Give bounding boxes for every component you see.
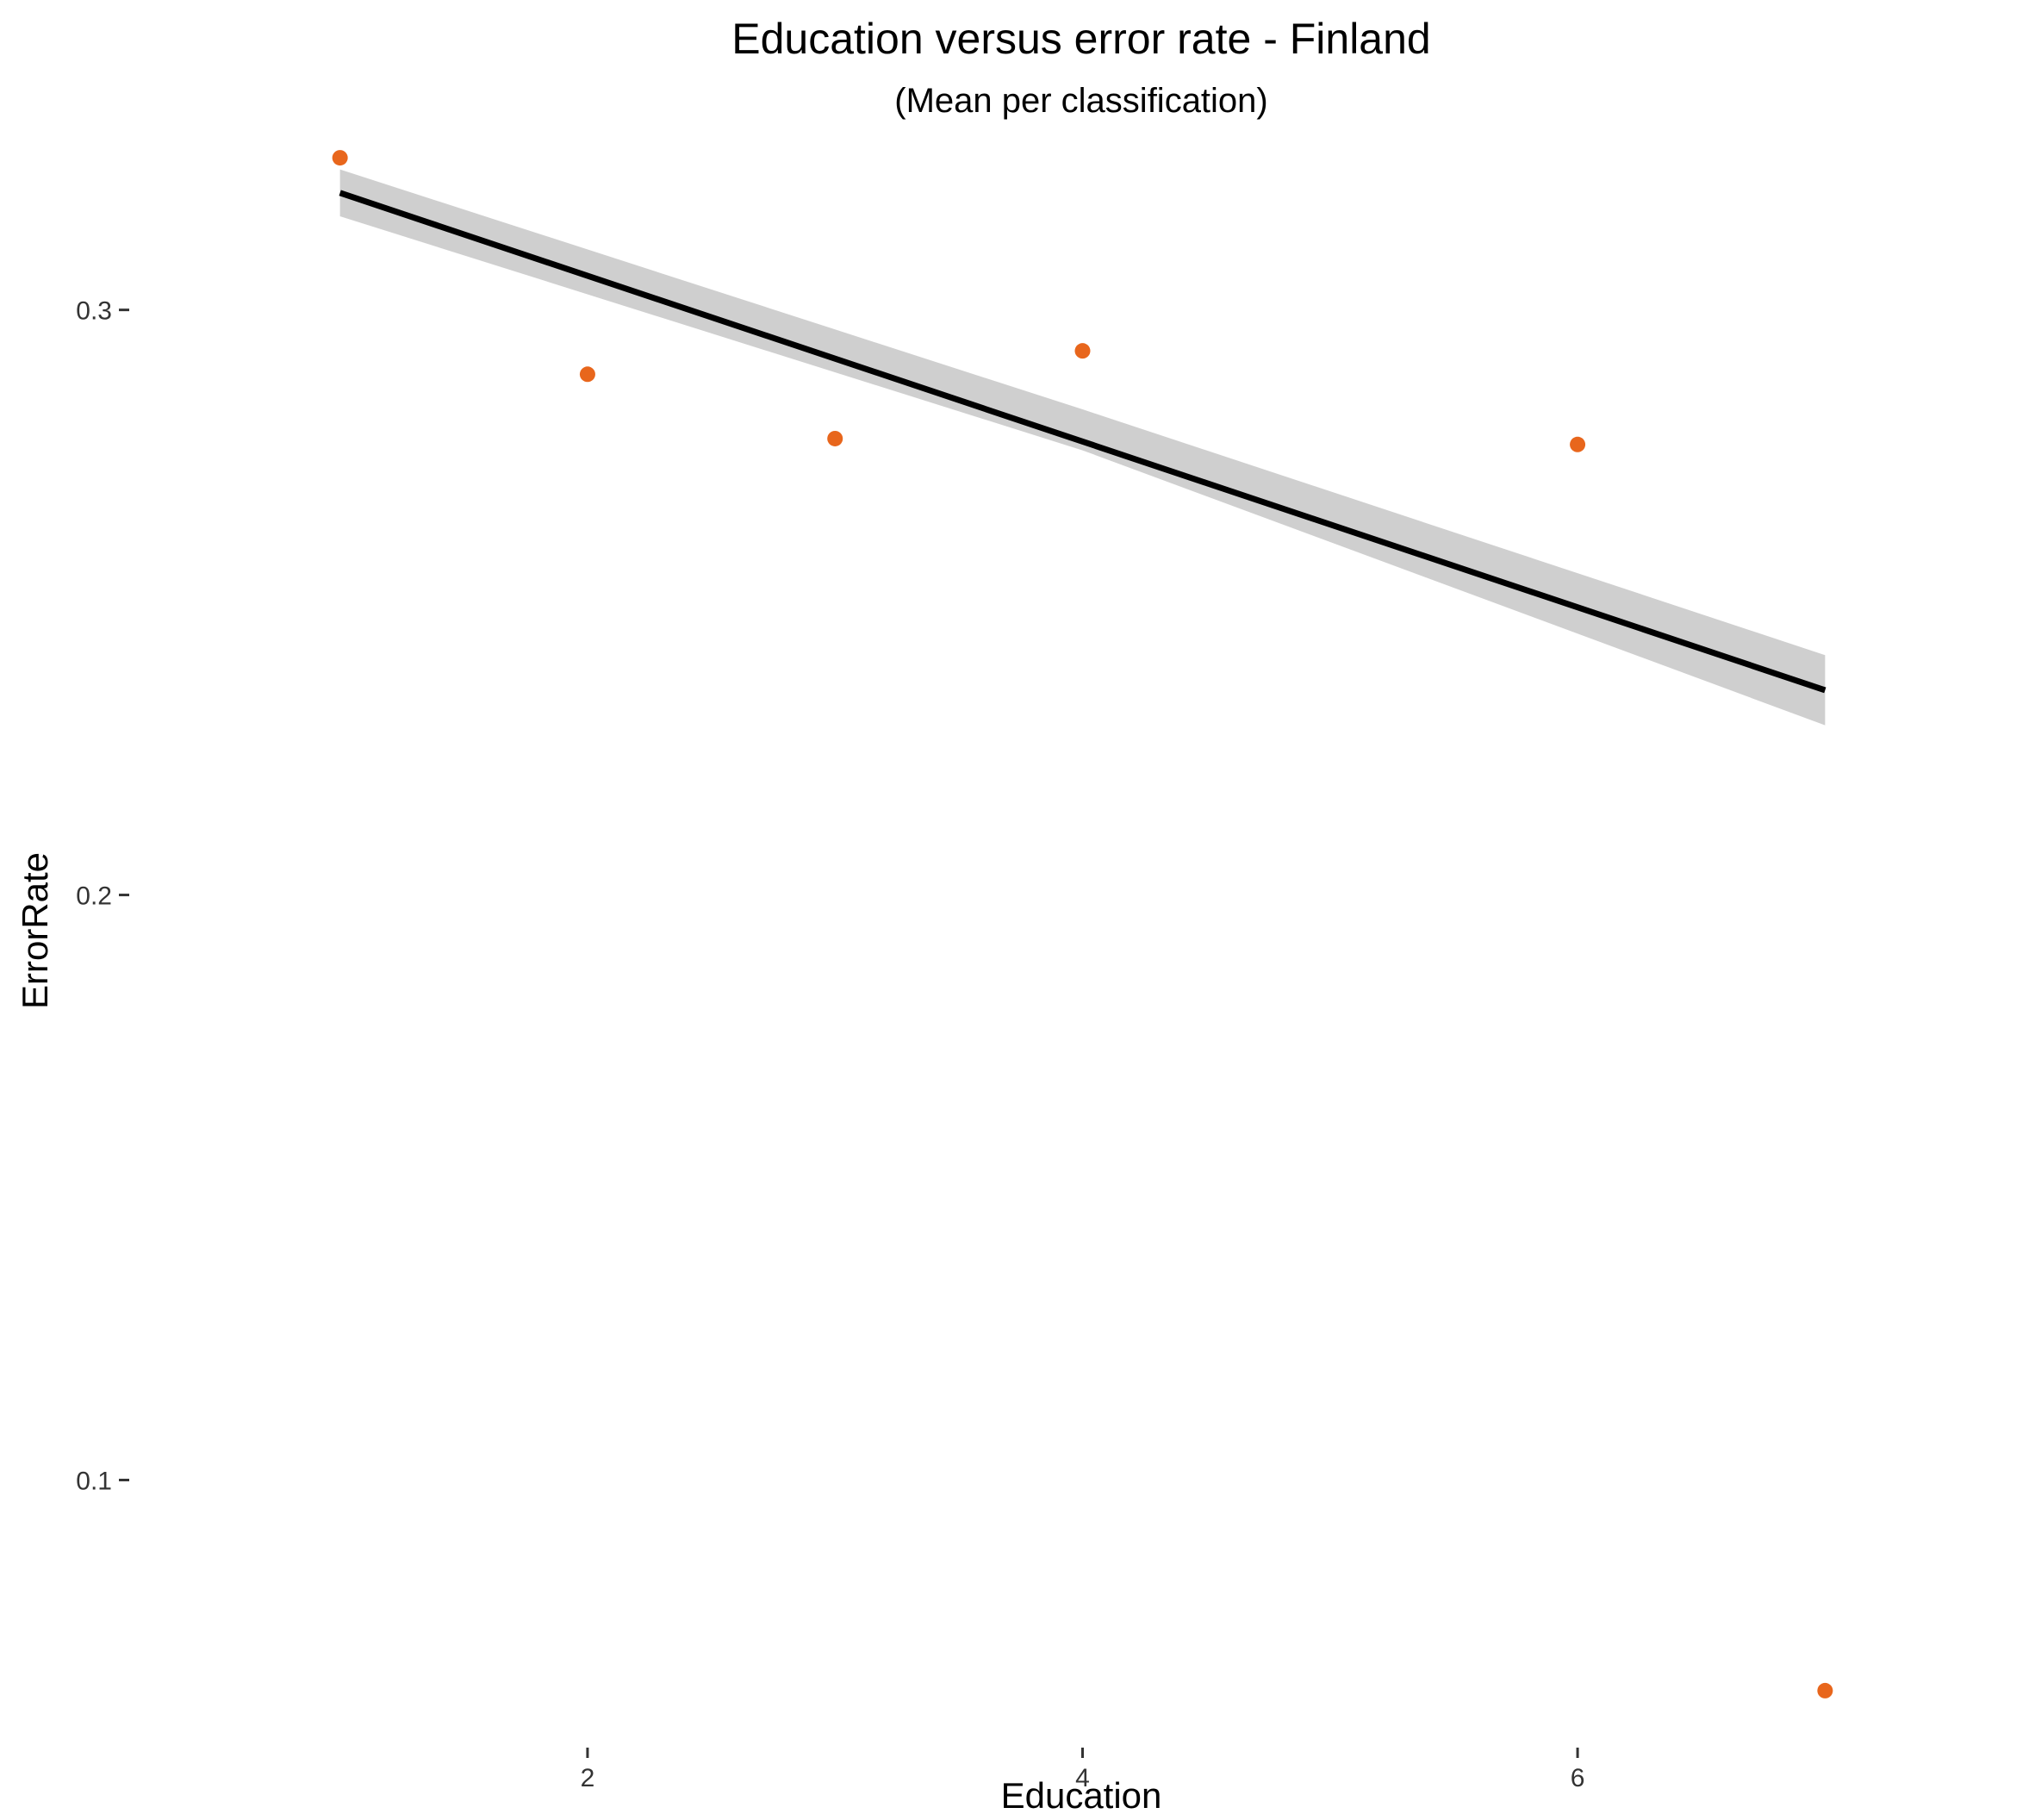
data-point <box>1570 436 1586 452</box>
confidence-band <box>339 169 1826 726</box>
points-layer <box>332 150 1833 1698</box>
y-tick-label: 0.3 <box>76 297 112 326</box>
x-tick-label: 6 <box>1571 1764 1585 1792</box>
x-axis-label: Education <box>1001 1775 1162 1816</box>
y-tick-label: 0.1 <box>76 1467 112 1495</box>
y-tick-label: 0.2 <box>76 882 112 911</box>
trend-line <box>339 190 1827 694</box>
confidence-band-layer <box>339 169 1826 726</box>
chart-subtitle: (Mean per classification) <box>894 82 1268 120</box>
data-point <box>1074 343 1091 359</box>
axes-layer: 0.1 0.2 0.3 2 4 6 <box>76 297 1584 1792</box>
data-point <box>827 430 843 446</box>
y-axis-label: ErrorRate <box>15 852 55 1009</box>
data-point <box>579 366 595 383</box>
chart-title: Education versus error rate - Finland <box>731 15 1430 63</box>
data-point <box>1817 1682 1833 1698</box>
trend-line-layer <box>339 190 1827 694</box>
data-point <box>332 150 348 166</box>
x-tick-label: 2 <box>581 1764 595 1792</box>
x-tick-label: 4 <box>1075 1764 1090 1792</box>
